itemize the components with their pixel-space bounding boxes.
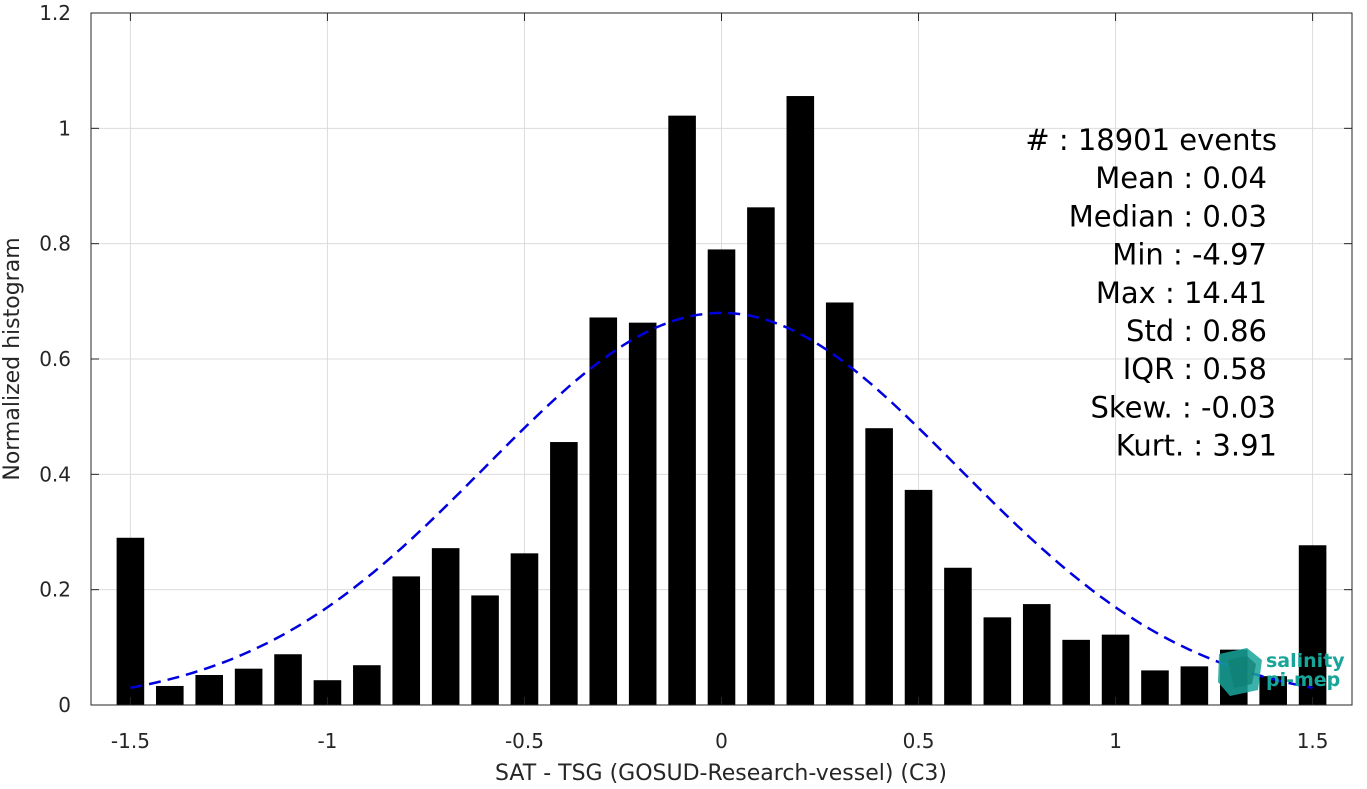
y-tick-label: 0.8 [39, 232, 71, 256]
histogram-bar [1062, 639, 1090, 705]
y-tick-label: 1 [58, 116, 71, 140]
histogram-bar [944, 567, 972, 705]
y-tick-label: 0.4 [39, 462, 71, 486]
histogram-bar [116, 537, 145, 705]
histogram-bar [234, 668, 263, 705]
stat-line: Std : 0.86 [1126, 314, 1267, 348]
y-tick-label: 0.6 [39, 347, 71, 371]
histogram-bar [786, 96, 815, 706]
histogram-bar [904, 489, 933, 705]
histogram-bar [1141, 670, 1169, 705]
stat-line: Median : 0.03 [1069, 199, 1267, 233]
x-tick-label: -0.5 [505, 729, 544, 753]
y-tick-label: 0 [58, 693, 71, 717]
gaussian-fit-curve [130, 311, 1313, 690]
histogram-bar [1180, 666, 1209, 705]
histogram-bar [550, 442, 578, 705]
stat-line: Min : -4.97 [1112, 238, 1267, 272]
x-tick-label: -1 [317, 729, 337, 753]
histogram-bar [1101, 634, 1130, 705]
y-axis-label: Normalized histogram [0, 237, 25, 480]
histogram-bar [392, 576, 421, 705]
x-tick-label: 0.5 [903, 729, 935, 753]
logo-line-2: pi-mep [1266, 669, 1340, 691]
histogram-bar [353, 665, 381, 705]
histogram-bar [274, 654, 302, 705]
stat-line: # : 18901 events [1025, 123, 1277, 157]
y-tick-label: 1.2 [39, 1, 71, 25]
histogram-bar [471, 595, 499, 705]
stat-line: Kurt. : 3.91 [1116, 429, 1277, 463]
gaussian-fit [130, 311, 1313, 690]
y-tick-label: 0.2 [39, 578, 71, 602]
histogram-bar [156, 685, 184, 705]
histogram-bar [195, 675, 224, 705]
x-tick-label: -1.5 [111, 729, 150, 753]
logo-line-1: salinity [1266, 650, 1345, 672]
histogram-bar [628, 322, 657, 705]
logo-cube-face-icon [1228, 656, 1256, 688]
histogram-bar [865, 428, 893, 705]
histogram-bar [668, 115, 696, 705]
histogram-bar [825, 302, 854, 705]
stat-line: Max : 14.41 [1096, 276, 1267, 310]
histogram-bar [1298, 545, 1327, 705]
x-axis-label: SAT - TSG (GOSUD-Research-vessel) (C3) [495, 761, 947, 785]
salinity-pimep-logo: salinity pi-mep [1218, 648, 1345, 696]
histogram-bars [116, 96, 1327, 706]
histogram-bar [707, 249, 736, 705]
stat-line: Mean : 0.04 [1095, 161, 1267, 195]
histogram-bar [1259, 676, 1287, 705]
stat-line: Skew. : -0.03 [1090, 390, 1276, 424]
histogram-bar [1022, 604, 1051, 705]
histogram-bar [510, 553, 539, 705]
histogram-bar [983, 617, 1012, 705]
x-tick-label: 0 [715, 729, 728, 753]
histogram-bar [747, 207, 775, 705]
axis-ticks: -1.5 -1 -0.5 0 0.5 1 1.5 0 0.2 0.4 0.6 0.8 1 1.2 [39, 1, 1352, 753]
stat-line: IQR : 0.58 [1123, 352, 1267, 386]
histogram-bar [431, 548, 460, 705]
x-tick-label: 1 [1109, 729, 1122, 753]
histogram-bar [589, 317, 618, 705]
stats-box: # : 18901 events Mean : 0.04 Median : 0.03… [1025, 123, 1277, 463]
x-tick-label: 1.5 [1297, 729, 1329, 753]
